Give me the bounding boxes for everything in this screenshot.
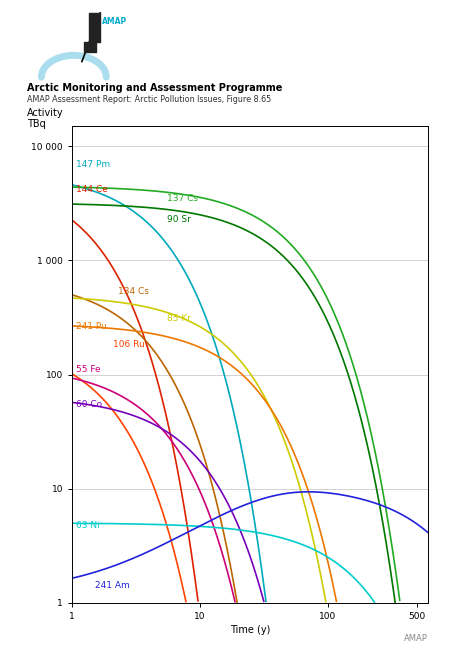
Text: 134 Cs: 134 Cs [118,288,149,296]
Text: AMAP: AMAP [404,634,428,643]
Text: 147 Pm: 147 Pm [76,159,110,168]
X-axis label: Time (y): Time (y) [230,625,270,635]
Text: AMAP Assessment Report: Arctic Pollution Issues, Figure 8.65: AMAP Assessment Report: Arctic Pollution… [27,95,271,104]
Text: Arctic Monitoring and Assessment Programme: Arctic Monitoring and Assessment Program… [27,83,283,93]
Text: 144 Ce: 144 Ce [76,185,108,194]
Text: 60 Co: 60 Co [76,400,102,409]
Text: 63 Ni: 63 Ni [76,522,99,531]
Text: 241 Pu: 241 Pu [76,322,107,330]
Text: 241 Am: 241 Am [94,581,129,590]
Text: Activity: Activity [27,108,63,118]
Text: 137 Cs: 137 Cs [167,194,198,203]
Text: 90 Sr: 90 Sr [167,214,191,224]
Text: 55 Fe: 55 Fe [76,365,100,375]
Text: AMAP: AMAP [102,17,127,26]
Text: 85 Kr: 85 Kr [167,314,191,323]
Text: TBq: TBq [27,119,46,129]
Text: 106 Ru: 106 Ru [113,340,145,349]
